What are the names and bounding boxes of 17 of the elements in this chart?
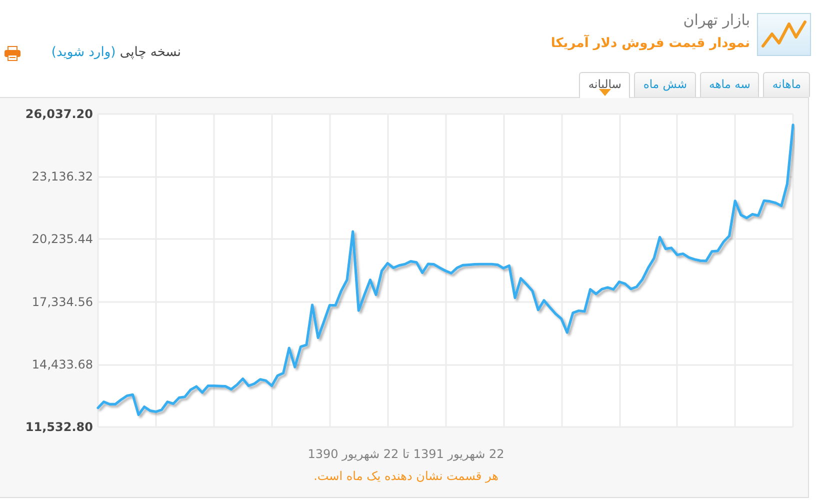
y-tick-label: 17,334.56 bbox=[32, 294, 93, 309]
x-axis-title: 22 شهریور 1391 تا 22 شهریور 1390 bbox=[306, 447, 506, 461]
line-series bbox=[96, 124, 794, 416]
chart-subtitle: نمودار قیمت فروش دلار آمریکا bbox=[550, 36, 750, 51]
y-tick-label: 14,433.68 bbox=[32, 357, 93, 372]
y-tick-label: 26,037.20 bbox=[25, 107, 93, 121]
tab[interactable]: ماهانه bbox=[763, 72, 810, 97]
tab[interactable]: سالیانه bbox=[579, 72, 630, 98]
tab[interactable]: سه ماهه bbox=[700, 72, 760, 97]
tab[interactable]: شش ماه bbox=[634, 72, 696, 97]
y-tick-label: 23,136.32 bbox=[32, 170, 93, 184]
text: نسخه چاپی bbox=[120, 45, 181, 60]
text: هر قسمت نشان دهنده یک ماه است. bbox=[312, 469, 500, 483]
chart-title: بازار تهران bbox=[683, 11, 750, 29]
y-tick-label: 11,532.80 bbox=[25, 420, 93, 434]
y-tick-label: 20,235.44 bbox=[32, 232, 93, 246]
text: (وارد شوید) bbox=[51, 45, 116, 60]
